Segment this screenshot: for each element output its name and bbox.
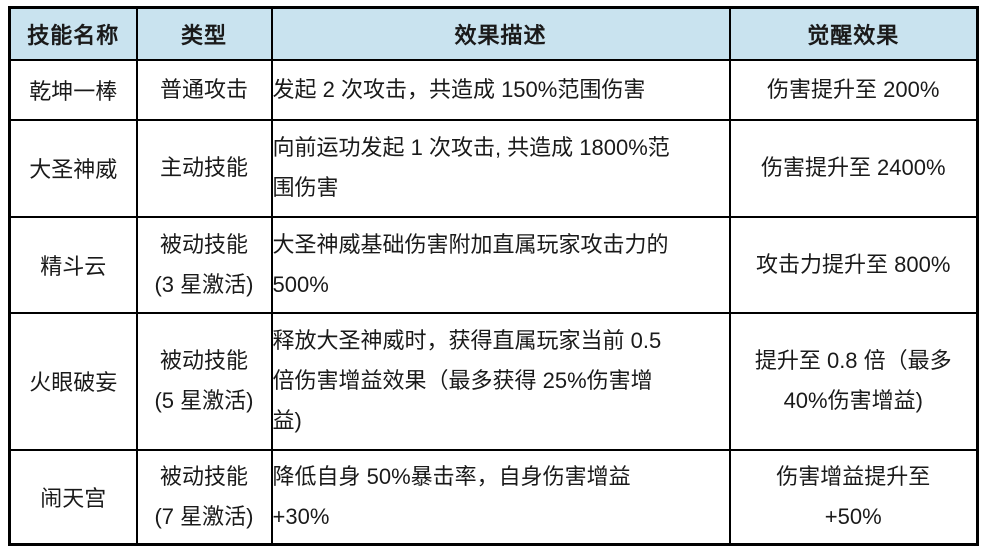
skill-type-cell: 普通攻击 [135,58,273,121]
awaken-effect-cell: 提升至 0.8 倍（最多 40%伤害增益) [728,311,979,451]
skill-row: 精斗云 被动技能 (3 星激活) 大圣神威基础伤害附加直属玩家攻击力的 500%… [8,215,979,314]
column-header-effect: 效果描述 [270,6,731,61]
skill-effect-cell: 降低自身 50%暴击率，自身伤害增益 +30% [270,448,731,546]
skill-effect-cell: 大圣神威基础伤害附加直属玩家攻击力的 500% [270,215,731,314]
skill-type-cell: 主动技能 [135,118,273,218]
skill-effect-cell: 释放大圣神威时，获得直属玩家当前 0.5 倍伤害增益效果（最多获得 25%伤害增… [270,311,731,451]
column-header-type: 类型 [135,6,273,61]
awaken-effect-cell: 伤害提升至 200% [728,58,979,121]
header-row: 技能名称 类型 效果描述 觉醒效果 [8,6,979,61]
skill-name-cell: 精斗云 [8,215,138,314]
skill-row: 乾坤一棒 普通攻击 发起 2 次攻击，共造成 150%范围伤害 伤害提升至 20… [8,58,979,121]
skill-table-wrapper: 技能名称 类型 效果描述 觉醒效果 乾坤一棒 普通攻击 发起 2 次攻击，共造成… [8,6,979,546]
awaken-effect-cell: 攻击力提升至 800% [728,215,979,314]
awaken-effect-cell: 伤害提升至 2400% [728,118,979,218]
skill-row: 火眼破妄 被动技能 (5 星激活) 释放大圣神威时，获得直属玩家当前 0.5 倍… [8,311,979,451]
column-header-awaken: 觉醒效果 [728,6,979,61]
skill-name-cell: 火眼破妄 [8,311,138,451]
skill-name-cell: 大圣神威 [8,118,138,218]
skill-effect-cell: 发起 2 次攻击，共造成 150%范围伤害 [270,58,731,121]
skill-name-cell: 闹天宫 [8,448,138,546]
skill-type-cell: 被动技能 (7 星激活) [135,448,273,546]
skill-row: 闹天宫 被动技能 (7 星激活) 降低自身 50%暴击率，自身伤害增益 +30%… [8,448,979,546]
skill-type-cell: 被动技能 (3 星激活) [135,215,273,314]
column-header-skill-name: 技能名称 [8,6,138,61]
skill-type-cell: 被动技能 (5 星激活) [135,311,273,451]
skill-effect-cell: 向前运功发起 1 次攻击, 共造成 1800%范 围伤害 [270,118,731,218]
skill-row: 大圣神威 主动技能 向前运功发起 1 次攻击, 共造成 1800%范 围伤害 伤… [8,118,979,218]
skills-table: 技能名称 类型 效果描述 觉醒效果 乾坤一棒 普通攻击 发起 2 次攻击，共造成… [8,6,979,546]
awaken-effect-cell: 伤害增益提升至 +50% [728,448,979,546]
skill-name-cell: 乾坤一棒 [8,58,138,121]
